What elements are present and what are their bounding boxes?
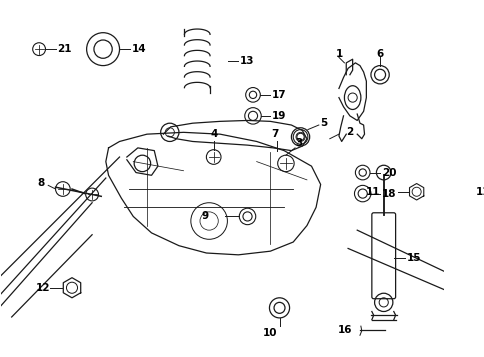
Text: 8: 8 [37,178,45,188]
Text: 11: 11 [365,187,379,197]
Text: 14: 14 [131,44,146,54]
Text: 12: 12 [35,283,50,293]
Text: 13: 13 [240,56,254,66]
Text: 10: 10 [263,328,277,338]
Text: 17: 17 [272,90,286,100]
Text: 21: 21 [57,44,72,54]
Text: 15: 15 [406,252,420,263]
Text: 18: 18 [381,188,395,198]
Text: 1: 1 [334,49,342,59]
Text: 16: 16 [337,325,352,335]
Text: 6: 6 [376,49,383,59]
Text: 3: 3 [294,138,302,148]
Text: 19: 19 [272,111,286,121]
Text: 9: 9 [201,211,209,221]
Text: 5: 5 [320,118,327,128]
Text: 4: 4 [210,129,217,139]
Text: 11: 11 [475,187,484,197]
Text: 2: 2 [346,127,353,137]
Text: 7: 7 [271,129,278,139]
Text: 20: 20 [381,167,395,177]
